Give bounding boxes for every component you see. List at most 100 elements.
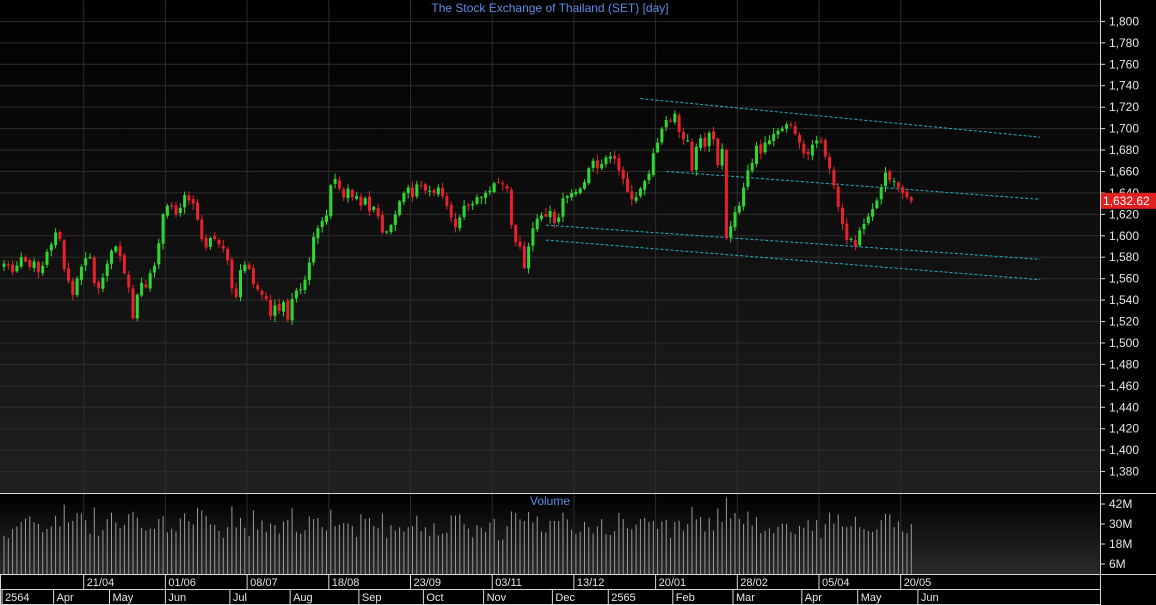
candle-body [45,251,49,265]
candle-body [836,186,840,207]
candle [694,143,698,176]
candle-body [165,205,169,216]
candle [681,127,685,146]
candle [15,261,19,273]
candle-body [866,216,870,224]
candle-body [901,187,905,193]
candle-body [561,198,565,217]
candle-body [312,236,316,263]
candle [845,218,849,245]
candle-body [342,189,346,198]
candle-body [97,282,101,289]
candle [449,201,453,223]
price-tick-label: 1,780 [1109,36,1139,50]
candle [28,258,32,271]
candle [488,186,492,196]
candle-body [793,126,797,134]
volume-tick-label: 30M [1109,517,1132,531]
candle [256,282,260,292]
candle-body [664,120,668,128]
candle [879,183,883,205]
candle [299,283,303,295]
candle [110,249,113,270]
volume-tick-label: 42M [1109,497,1132,511]
candle [634,191,638,204]
candle [724,148,728,241]
candle-body [544,214,548,217]
month-label: Apr [805,592,822,604]
candle-body [767,140,771,145]
candle-body [871,208,875,217]
candle-body [110,250,113,264]
candle-body [11,264,15,273]
candle [200,214,204,243]
candle-body [264,296,268,300]
date-axis: 21/04 01/06 08/07 18/08 23/09 03/11 13/12 20/01… [1,575,939,604]
candle-body [841,207,844,224]
candle-body [415,184,419,197]
candle [196,199,199,222]
candle-body [724,150,728,238]
candle-body [174,205,178,215]
candle [41,261,45,276]
month-label: Sep [362,592,382,604]
candle-body [187,195,191,201]
candle-body [746,170,750,187]
candle-body [368,196,371,212]
candle-body [359,196,363,206]
candle [527,242,531,274]
candle-body [221,245,225,249]
candle-body [196,202,199,220]
candle [320,217,324,233]
candle [716,137,720,168]
candle-body [325,215,328,223]
candle-body [789,124,793,126]
price-panel-background [0,0,1100,493]
candle [647,170,651,185]
candle [140,277,144,298]
date-label: 23/09 [414,577,442,589]
candle [36,260,40,279]
candle-body [681,132,685,140]
candle [183,191,187,214]
candle-body [286,300,290,320]
candle [441,182,445,199]
candle [359,193,363,211]
candle [742,182,746,211]
candle-body [269,299,273,317]
candle-body [634,197,638,201]
candle [823,137,827,160]
candle-body [127,274,131,288]
candle-body [75,278,79,295]
candle [540,212,543,222]
candle-body [613,155,617,159]
candle [62,238,66,273]
candle [763,136,767,155]
month-label: Nov [487,592,507,604]
candle [165,203,169,219]
candle-body [879,187,883,200]
candle [789,121,793,128]
candle-body [716,138,720,166]
candle-body [105,263,109,277]
month-label: May [113,592,134,604]
candle-body [621,169,625,179]
candle-body [337,180,341,189]
candle [746,164,750,190]
candle [213,231,217,241]
candle [131,284,135,320]
candle [423,182,427,195]
candle [234,283,238,299]
price-tick-label: 1,560 [1109,272,1139,286]
candle-body [815,140,819,144]
month-label: Jun [921,592,939,604]
candle [436,184,440,197]
candle-body [785,124,789,129]
candle-body [114,246,118,252]
candle [19,252,23,269]
candle-body [441,187,445,197]
candle-body [24,257,27,262]
candle-body [454,218,457,228]
trend-lines [545,98,1041,281]
